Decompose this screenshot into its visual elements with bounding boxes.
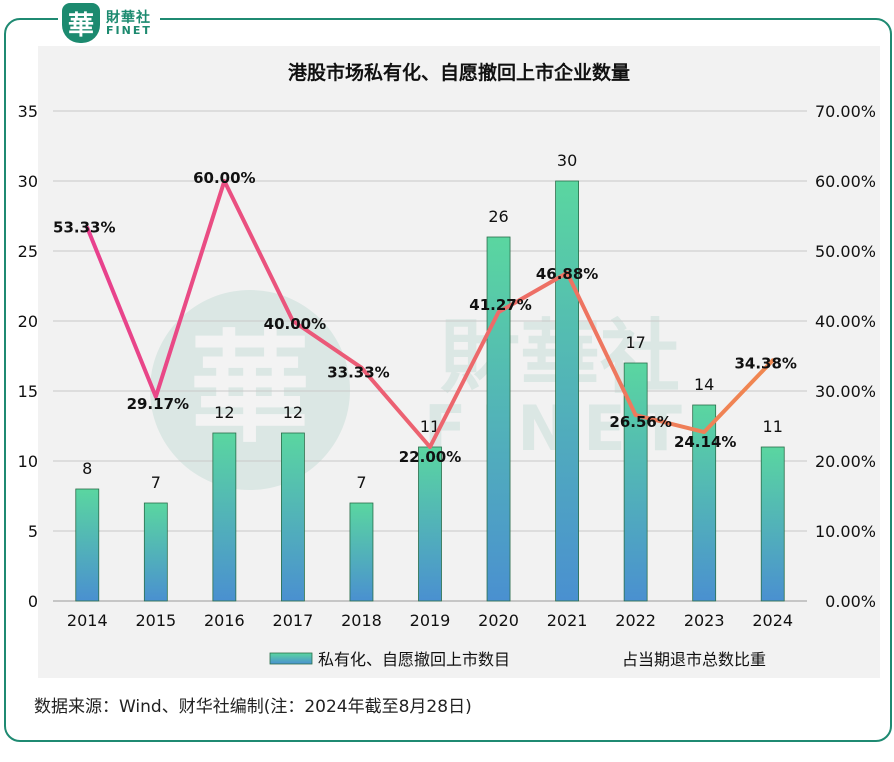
bar-data-label: 11 — [763, 417, 783, 436]
bar — [212, 432, 237, 602]
y-left-tick-label: 35 — [18, 102, 38, 121]
x-tick-label: 2024 — [752, 611, 793, 630]
bar-data-label: 12 — [283, 403, 303, 422]
axes: 0 5 10 15 20 25 30 35 0.00% 10.00% 20.00% 30.00% 40.… — [18, 102, 876, 630]
x-tick-label: 2023 — [684, 611, 725, 630]
legend: 私有化、自愿撤回上市数目 占当期退市总数比重 — [269, 650, 766, 669]
bar — [143, 502, 168, 602]
legend-bar-label: 私有化、自愿撤回上市数目 — [318, 650, 510, 669]
bar — [760, 446, 785, 602]
x-tick-label: 2014 — [67, 611, 108, 630]
legend-line-label: 占当期退市总数比重 — [622, 650, 766, 669]
line-data-label: 40.00% — [264, 315, 326, 333]
y-left-tick-label: 5 — [28, 522, 38, 541]
x-tick-label: 2017 — [273, 611, 314, 630]
line-data-label: 33.33% — [327, 364, 389, 382]
y-right-tick-label: 10.00% — [815, 522, 876, 541]
line-data-label: 26.56% — [609, 413, 671, 431]
y-left-tick-label: 30 — [18, 172, 38, 191]
bar — [486, 236, 511, 602]
y-right-tick-label: 50.00% — [815, 242, 876, 261]
bar-data-label: 26 — [488, 207, 508, 226]
line-data-label: 53.33% — [53, 219, 115, 237]
bar — [281, 432, 305, 602]
line-series: 53.33% 29.17% 60.00% 40.00% 33.33% 22.00% 41.2… — [53, 169, 797, 466]
bar — [349, 502, 374, 602]
y-right-tick-label: 40.00% — [815, 312, 876, 331]
line-data-label: 22.00% — [399, 448, 461, 466]
x-tick-label: 2015 — [135, 611, 176, 630]
y-right-tick-label: 60.00% — [815, 172, 876, 191]
y-right-tick-label: 30.00% — [815, 382, 876, 401]
y-left-tick-label: 25 — [18, 242, 38, 261]
chart-background — [38, 46, 880, 678]
bar-data-label: 8 — [82, 459, 92, 478]
line-data-label: 34.38% — [734, 354, 796, 372]
finet-logo: 華 財華社 FINET — [58, 0, 160, 46]
bar-data-label: 11 — [420, 417, 440, 436]
logo-cn-text: 財華社 — [106, 9, 151, 26]
line-data-label: 41.27% — [469, 296, 531, 314]
x-tick-label: 2016 — [204, 611, 245, 630]
chart-title: 港股市场私有化、自愿撤回上市企业数量 — [287, 62, 630, 84]
source-note: 数据来源：Wind、财华社编制(注：2024年截至8月28日) — [34, 697, 472, 717]
bar-data-label: 7 — [356, 473, 366, 492]
bar — [75, 488, 100, 602]
y-left-tick-label: 15 — [18, 382, 38, 401]
y-right-tick-label: 70.00% — [815, 102, 876, 121]
bar-series: 8 7 12 12 7 11 26 30 17 14 11 — [75, 151, 785, 602]
legend-bar-swatch — [269, 652, 313, 665]
bar-data-label: 30 — [557, 151, 577, 170]
y-right-tick-label: 20.00% — [815, 452, 876, 471]
x-tick-label: 2020 — [478, 611, 519, 630]
bar — [692, 404, 717, 602]
logo-en-text: FINET — [106, 23, 152, 37]
y-left-tick-label: 10 — [18, 452, 38, 471]
x-tick-label: 2022 — [615, 611, 656, 630]
bar — [418, 446, 442, 602]
y-left-tick-label: 0 — [28, 592, 38, 611]
logo-wordmark: 財華社 FINET — [106, 11, 152, 36]
bar-data-label: 12 — [214, 403, 234, 422]
bar-data-label: 14 — [694, 375, 714, 394]
x-tick-label: 2019 — [410, 611, 451, 630]
y-left-tick-label: 20 — [18, 312, 38, 331]
x-tick-label: 2021 — [547, 611, 588, 630]
line-data-label: 29.17% — [127, 395, 189, 413]
line-series-path — [85, 179, 775, 449]
bar — [555, 180, 579, 602]
line-data-label: 24.14% — [674, 433, 736, 451]
bar-data-label: 17 — [625, 333, 645, 352]
y-right-tick-label: 0.00% — [825, 592, 876, 611]
bar — [623, 362, 648, 602]
line-data-label: 46.88% — [536, 265, 598, 283]
line-data-label: 60.00% — [193, 169, 255, 187]
bar-data-label: 7 — [151, 473, 161, 492]
logo-badge: 華 — [62, 3, 100, 43]
x-tick-label: 2018 — [341, 611, 382, 630]
